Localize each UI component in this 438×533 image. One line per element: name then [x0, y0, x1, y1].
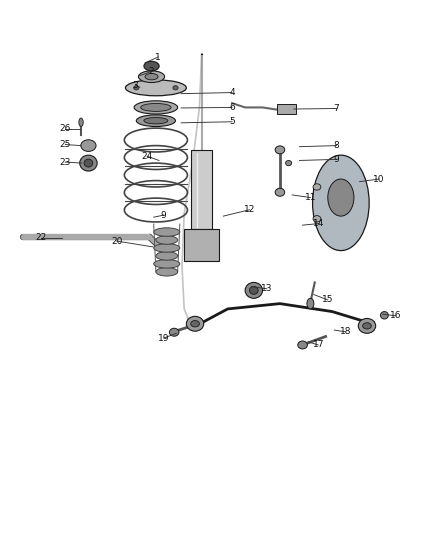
Ellipse shape — [125, 80, 186, 96]
Text: 4: 4 — [229, 88, 235, 97]
Ellipse shape — [141, 103, 171, 111]
Ellipse shape — [80, 155, 97, 171]
Text: 9: 9 — [161, 211, 166, 220]
Ellipse shape — [154, 244, 180, 252]
FancyBboxPatch shape — [191, 150, 212, 229]
Ellipse shape — [275, 146, 285, 154]
Text: 25: 25 — [60, 140, 71, 149]
Ellipse shape — [134, 86, 139, 90]
Text: 15: 15 — [322, 295, 334, 304]
Ellipse shape — [81, 140, 96, 151]
Ellipse shape — [275, 188, 285, 196]
Ellipse shape — [245, 282, 262, 298]
Text: 19: 19 — [158, 334, 170, 343]
Text: 14: 14 — [314, 219, 325, 228]
Text: 8: 8 — [334, 141, 339, 150]
Text: 11: 11 — [305, 193, 316, 202]
Text: 1: 1 — [155, 53, 161, 62]
Text: 24: 24 — [141, 152, 153, 161]
Text: 20: 20 — [111, 237, 122, 246]
Ellipse shape — [381, 312, 389, 319]
Ellipse shape — [186, 317, 204, 331]
Text: 5: 5 — [229, 117, 235, 126]
Ellipse shape — [286, 160, 292, 166]
FancyBboxPatch shape — [277, 104, 296, 114]
Ellipse shape — [156, 268, 178, 276]
Ellipse shape — [358, 318, 376, 333]
Ellipse shape — [156, 252, 178, 260]
Ellipse shape — [154, 228, 180, 236]
Ellipse shape — [298, 341, 307, 349]
Text: 9: 9 — [334, 155, 339, 164]
Ellipse shape — [313, 184, 321, 190]
Text: 22: 22 — [36, 233, 47, 243]
Ellipse shape — [191, 320, 199, 327]
Ellipse shape — [307, 298, 314, 309]
Ellipse shape — [138, 71, 165, 83]
Ellipse shape — [313, 155, 369, 251]
Ellipse shape — [136, 115, 176, 126]
Ellipse shape — [144, 61, 159, 71]
Ellipse shape — [173, 86, 178, 90]
Text: 23: 23 — [60, 158, 71, 166]
Ellipse shape — [313, 216, 321, 222]
Ellipse shape — [250, 286, 258, 294]
Ellipse shape — [154, 260, 180, 268]
Text: 3: 3 — [133, 80, 138, 90]
Ellipse shape — [79, 118, 83, 126]
Ellipse shape — [145, 74, 158, 80]
Text: 13: 13 — [261, 284, 272, 293]
Text: 16: 16 — [390, 311, 402, 320]
Ellipse shape — [84, 159, 93, 167]
Text: 6: 6 — [229, 103, 235, 112]
Text: 2: 2 — [149, 67, 154, 76]
Ellipse shape — [170, 328, 179, 336]
Ellipse shape — [134, 101, 178, 114]
Text: 10: 10 — [374, 174, 385, 183]
Ellipse shape — [156, 236, 178, 244]
FancyBboxPatch shape — [184, 229, 219, 261]
Ellipse shape — [144, 117, 168, 124]
Text: 26: 26 — [60, 124, 71, 133]
Ellipse shape — [328, 179, 354, 216]
Ellipse shape — [363, 322, 371, 329]
Text: 7: 7 — [334, 104, 339, 113]
Text: 18: 18 — [339, 327, 351, 336]
Text: 12: 12 — [244, 205, 255, 214]
Text: 17: 17 — [312, 341, 324, 350]
